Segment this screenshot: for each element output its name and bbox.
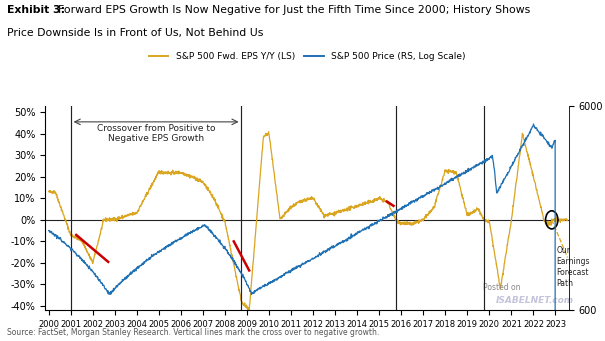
Text: Forward EPS Growth Is Now Negative for Just the Fifth Time Since 2000; History S: Forward EPS Growth Is Now Negative for J… — [51, 5, 531, 15]
Text: Crossover from Positive to
Negative EPS Growth: Crossover from Positive to Negative EPS … — [97, 124, 215, 144]
Text: Exhibit 3:: Exhibit 3: — [7, 5, 65, 15]
Text: Source: FactSet, Morgan Stanley Research. Vertical lines mark the cross over to : Source: FactSet, Morgan Stanley Research… — [7, 328, 379, 337]
Text: Price Downside Is in Front of Us, Not Behind Us: Price Downside Is in Front of Us, Not Be… — [7, 28, 264, 38]
Text: ISABELNET.com: ISABELNET.com — [496, 296, 574, 305]
Legend: S&P 500 Fwd. EPS Y/Y (LS), S&P 500 Price (RS, Log Scale): S&P 500 Fwd. EPS Y/Y (LS), S&P 500 Price… — [145, 49, 469, 65]
Text: Our
Earnings
Forecast
Path: Our Earnings Forecast Path — [557, 246, 590, 288]
Text: Posted on: Posted on — [483, 283, 520, 292]
